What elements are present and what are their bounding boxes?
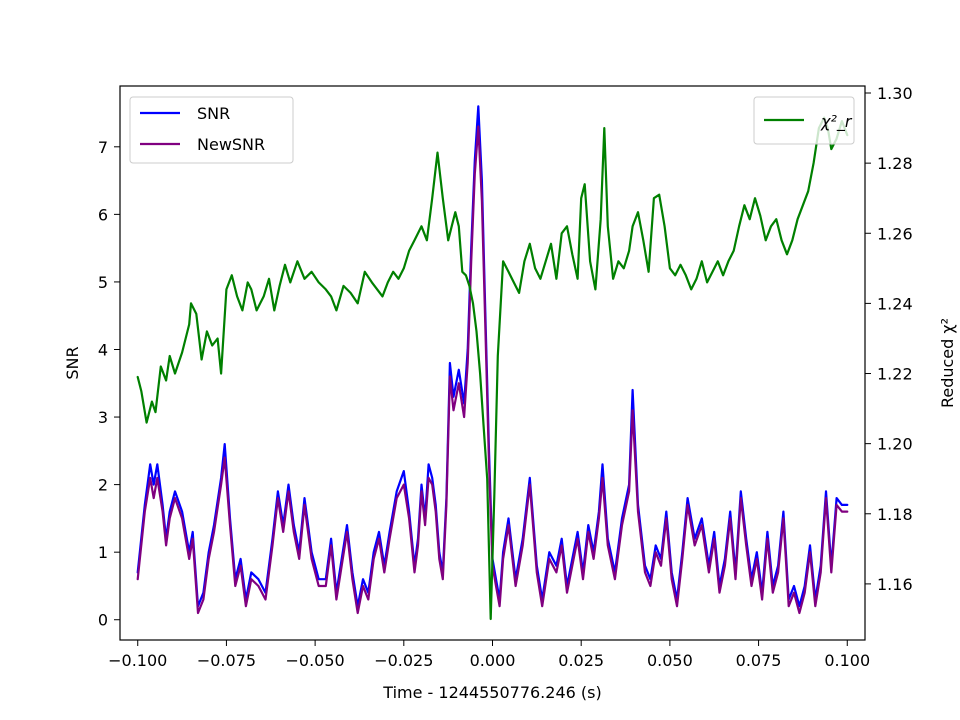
- x-tick-label: −0.025: [374, 651, 433, 670]
- y-right-tick-label: 1.26: [877, 224, 913, 243]
- y-right-tick-label: 1.20: [877, 435, 913, 454]
- x-axis: −0.100 −0.075 −0.050 −0.025 0.000 0.025 0.050 0…: [108, 640, 870, 670]
- series-layer: [136, 105, 849, 621]
- y-left-tick-label: 4: [98, 340, 108, 359]
- y-left-tick-label: 0: [98, 611, 108, 630]
- y-left-tick-label: 3: [98, 408, 108, 427]
- x-tick-label: −0.050: [286, 651, 345, 670]
- y-right-tick-label: 1.24: [877, 294, 913, 313]
- x-tick-label: −0.075: [197, 651, 256, 670]
- legend-right: χ²_r: [753, 96, 855, 145]
- legend-newsnr-label: NewSNR: [197, 135, 265, 154]
- series-line-1: [136, 125, 849, 615]
- legend-chi2-label: χ²_r: [820, 112, 853, 132]
- series-line-2: [136, 116, 849, 621]
- x-tick-label: 0.025: [558, 651, 604, 670]
- y-right-tick-label: 1.30: [877, 84, 913, 103]
- x-tick-label: 0.075: [736, 651, 782, 670]
- x-axis-label: Time - 1244550776.246 (s): [382, 683, 601, 702]
- x-tick-label: −0.100: [108, 651, 167, 670]
- legend-snr-label: SNR: [197, 104, 230, 123]
- y-left-tick-label: 1: [98, 543, 108, 562]
- x-tick-label: 0.050: [647, 651, 693, 670]
- y-left-tick-label: 6: [98, 205, 108, 224]
- y-axis-left-label: SNR: [63, 346, 82, 379]
- x-tick-label: 0.000: [470, 651, 516, 670]
- y-axis-right: 1.16 1.18 1.20 1.22 1.24 1.26 1.28 1.30: [865, 84, 913, 594]
- y-right-tick-label: 1.18: [877, 505, 913, 524]
- y-right-tick-label: 1.28: [877, 154, 913, 173]
- y-axis-left: 0 1 2 3 4 5 6 7: [98, 138, 120, 630]
- y-right-tick-label: 1.16: [877, 575, 913, 594]
- y-axis-right-label: Reduced χ²: [938, 318, 957, 408]
- y-right-tick-label: 1.22: [877, 365, 913, 384]
- x-tick-label: 0.100: [824, 651, 870, 670]
- y-left-tick-label: 2: [98, 476, 108, 495]
- y-left-tick-label: 5: [98, 273, 108, 292]
- legend-left: SNR NewSNR: [129, 96, 294, 164]
- y-left-tick-label: 7: [98, 138, 108, 157]
